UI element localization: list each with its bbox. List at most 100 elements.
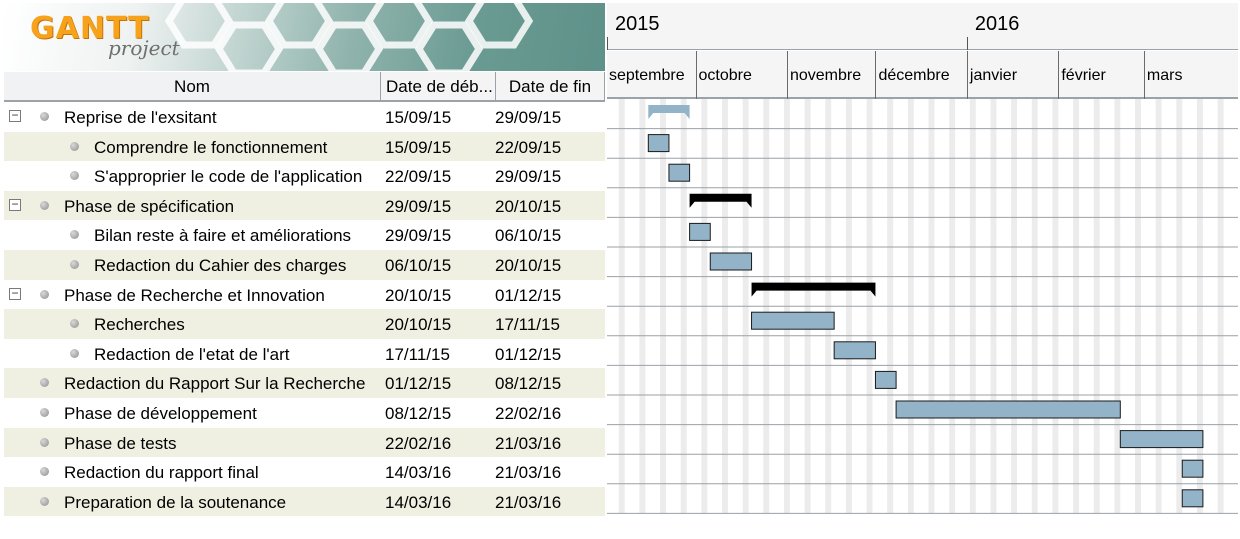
month-tick [1058, 51, 1060, 99]
task-bar[interactable] [1119, 430, 1204, 449]
summary-bar[interactable] [751, 282, 876, 297]
collapse-toggle-icon[interactable]: − [9, 109, 21, 122]
task-row[interactable]: Bilan reste à faire et améliorations 29/0… [4, 220, 605, 250]
task-bar[interactable] [833, 341, 876, 360]
task-end-date[interactable]: 22/09/15 [495, 137, 562, 157]
task-name[interactable]: Comprendre le fonctionnement [94, 137, 328, 157]
task-bar[interactable] [1181, 489, 1204, 508]
task-name[interactable]: Phase de développement [64, 403, 257, 423]
column-header-start-date[interactable]: Date de déb... [381, 72, 496, 102]
task-end-date[interactable]: 21/03/16 [495, 492, 562, 512]
task-end-date[interactable]: 08/12/15 [495, 374, 562, 394]
task-row[interactable]: S'approprier le code de l'application 22/… [4, 161, 605, 191]
task-row[interactable]: Recherches 20/10/15 17/11/15 [4, 309, 605, 339]
task-row[interactable]: Preparation de la soutenance 14/03/16 21/0… [4, 486, 605, 517]
task-row[interactable]: Comprendre le fonctionnement 15/09/15 22/0… [4, 131, 605, 162]
task-row[interactable]: Redaction du rapport final 14/03/16 21/03/… [4, 457, 605, 487]
task-name[interactable]: Preparation de la soutenance [64, 492, 287, 512]
month-tick [875, 51, 877, 99]
timeline-years: 2015 2016 [607, 3, 1238, 50]
task-row[interactable]: Redaction de l'etat de l'art 17/11/15 01/1… [4, 339, 605, 369]
task-bullet-icon [70, 141, 79, 151]
task-table: − Reprise de l'exsitant 15/09/15 29/09/15 Co… [4, 102, 605, 517]
task-start-date[interactable]: 06/10/15 [385, 255, 452, 275]
collapse-toggle-icon[interactable]: − [9, 198, 21, 211]
timeline-months: septembre octobre novembre décembre janvier f… [607, 51, 1238, 99]
task-bullet-icon [70, 348, 79, 358]
task-start-date[interactable]: 14/03/16 [385, 492, 452, 512]
task-end-date[interactable]: 17/11/15 [495, 315, 560, 335]
task-bar[interactable] [751, 311, 835, 330]
task-end-date[interactable]: 29/09/15 [495, 108, 562, 127]
task-bullet-icon [40, 496, 49, 506]
summary-bar[interactable] [689, 193, 752, 208]
hexagon-pattern [164, 3, 534, 71]
task-bullet-icon [70, 230, 79, 240]
task-start-date[interactable]: 08/12/15 [385, 403, 452, 423]
task-bar[interactable] [874, 370, 897, 389]
task-name[interactable]: Recherches [94, 315, 185, 335]
task-start-date[interactable]: 22/09/15 [385, 167, 452, 187]
task-start-date[interactable]: 20/10/15 [385, 285, 452, 305]
task-end-date[interactable]: 06/10/15 [495, 226, 562, 246]
gantt-grid[interactable] [607, 99, 1238, 517]
task-bullet-icon [40, 289, 49, 299]
task-name[interactable]: Redaction du Cahier des charges [94, 255, 347, 275]
summary-bar[interactable] [648, 105, 690, 119]
task-start-date[interactable]: 15/09/15 [385, 108, 452, 127]
logo-wordmark-gantt: GANTT [30, 11, 150, 46]
column-header-end-date[interactable]: Date de fin [496, 72, 605, 102]
task-name[interactable]: Phase de tests [64, 433, 177, 453]
task-name[interactable]: Redaction du rapport final [64, 463, 259, 483]
collapse-toggle-icon[interactable]: − [9, 287, 21, 300]
year-label: 2015 [615, 13, 660, 35]
task-row[interactable]: Phase de développement 08/12/15 22/02/16 [4, 398, 605, 428]
month-label: octobre [698, 67, 752, 84]
task-start-date[interactable]: 22/02/16 [385, 433, 452, 453]
task-end-date[interactable]: 01/12/15 [495, 344, 562, 364]
task-name[interactable]: Phase de spécification [64, 196, 235, 216]
month-label: décembre [878, 67, 950, 84]
task-name[interactable]: Phase de Recherche et Innovation [64, 285, 325, 305]
task-row[interactable]: Phase de tests 22/02/16 21/03/16 [4, 427, 605, 458]
task-start-date[interactable]: 14/03/16 [385, 463, 452, 483]
month-label: mars [1146, 67, 1183, 84]
task-bullet-icon [40, 378, 49, 388]
task-start-date[interactable]: 01/12/15 [385, 374, 452, 394]
task-start-date[interactable]: 29/09/15 [385, 226, 452, 246]
task-name[interactable]: Reprise de l'exsitant [64, 108, 217, 127]
task-row[interactable]: − Reprise de l'exsitant 15/09/15 29/09/15 [4, 102, 605, 132]
task-row[interactable]: Redaction du Rapport Sur la Recherche 01/… [4, 368, 605, 398]
task-bar[interactable] [895, 400, 1121, 419]
task-bar[interactable] [1181, 459, 1204, 478]
year-tick [966, 37, 968, 50]
task-end-date[interactable]: 22/02/16 [495, 403, 562, 423]
column-header-name[interactable]: Nom [4, 72, 381, 102]
month-tick [1143, 51, 1145, 99]
task-bar[interactable] [668, 163, 691, 182]
year-label: 2016 [974, 13, 1020, 35]
month-tick [695, 51, 697, 99]
task-name[interactable]: S'approprier le code de l'application [94, 167, 363, 187]
task-row[interactable]: Redaction du Cahier des charges 06/10/15 2… [4, 249, 605, 280]
task-end-date[interactable]: 20/10/15 [495, 255, 562, 275]
task-start-date[interactable]: 17/11/15 [385, 344, 450, 364]
task-row[interactable]: − Phase de spécification 29/09/15 20/10/15 [4, 190, 605, 221]
task-end-date[interactable]: 29/09/15 [495, 167, 562, 187]
task-bar[interactable] [647, 134, 670, 153]
task-end-date[interactable]: 21/03/16 [495, 463, 562, 483]
task-start-date[interactable]: 29/09/15 [385, 196, 452, 216]
task-end-date[interactable]: 21/03/16 [495, 433, 562, 453]
task-bar[interactable] [709, 252, 753, 271]
task-bullet-icon [40, 467, 49, 477]
task-bullet-icon [40, 200, 49, 210]
task-start-date[interactable]: 20/10/15 [385, 315, 452, 335]
task-name[interactable]: Redaction de l'etat de l'art [94, 344, 290, 364]
task-bar[interactable] [689, 222, 711, 241]
task-name[interactable]: Bilan reste à faire et améliorations [94, 226, 352, 246]
task-name[interactable]: Redaction du Rapport Sur la Recherche [64, 374, 366, 394]
task-start-date[interactable]: 15/09/15 [385, 137, 452, 157]
task-row[interactable]: − Phase de Recherche et Innovation 20/10/1… [4, 280, 605, 310]
task-end-date[interactable]: 01/12/15 [495, 285, 562, 305]
task-end-date[interactable]: 20/10/15 [495, 196, 562, 216]
